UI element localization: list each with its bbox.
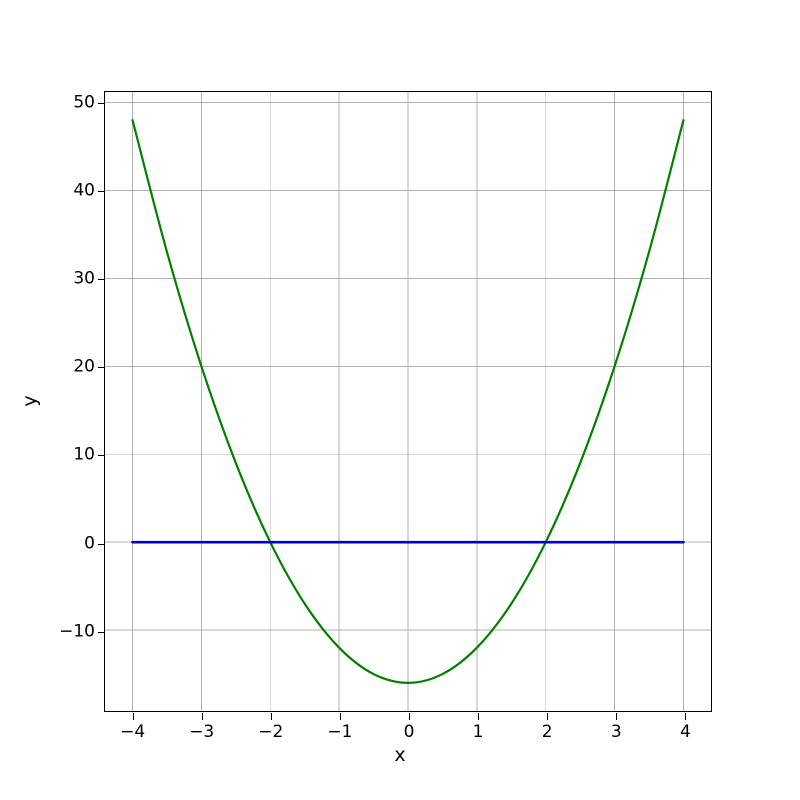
x-tick-label: −3 (189, 722, 215, 742)
y-tick-mark (98, 631, 105, 633)
y-tick-label: 20 (73, 356, 95, 377)
x-tick-mark (547, 713, 549, 720)
y-tick-label: 0 (84, 533, 95, 554)
y-tick-label: 30 (73, 268, 95, 289)
y-axis-label: y (19, 395, 41, 407)
x-tick-label: −1 (327, 722, 353, 742)
series-parabola (131, 119, 685, 684)
x-tick-mark (201, 713, 203, 720)
x-axis-label: x (394, 744, 406, 766)
x-tick-mark (270, 713, 272, 720)
y-tick-mark (98, 279, 105, 280)
y-tick-mark (98, 367, 105, 369)
y-tick-mark (98, 543, 105, 545)
x-tick-label: 1 (472, 722, 484, 742)
x-tick-label: 2 (541, 722, 553, 742)
plot-area: −10 0 10 20 30 40 50 −4 −3 −2 −1 0 1 2 3 4 (59, 91, 712, 741)
y-tick-label: 40 (73, 180, 95, 201)
y-tick-mark (98, 190, 105, 192)
y-tick-label: 10 (73, 444, 95, 465)
data-layer (131, 119, 685, 684)
y-tick-mark (98, 102, 105, 104)
x-tick-label: 3 (610, 722, 622, 742)
y-tick-label: 50 (73, 92, 95, 113)
x-tick-label: 0 (403, 722, 415, 742)
x-tick-mark (409, 713, 410, 720)
y-tick-label: −10 (59, 621, 95, 642)
y-tick-mark (98, 455, 105, 457)
x-tick-mark (132, 713, 134, 720)
x-tick-mark (616, 713, 618, 720)
x-tick-mark (339, 713, 341, 720)
x-tick-label: −4 (120, 722, 146, 742)
x-tick-label: −2 (258, 722, 284, 742)
x-tick-mark (478, 713, 480, 720)
x-tick-label: 4 (679, 722, 691, 742)
x-tick-mark (685, 713, 687, 720)
